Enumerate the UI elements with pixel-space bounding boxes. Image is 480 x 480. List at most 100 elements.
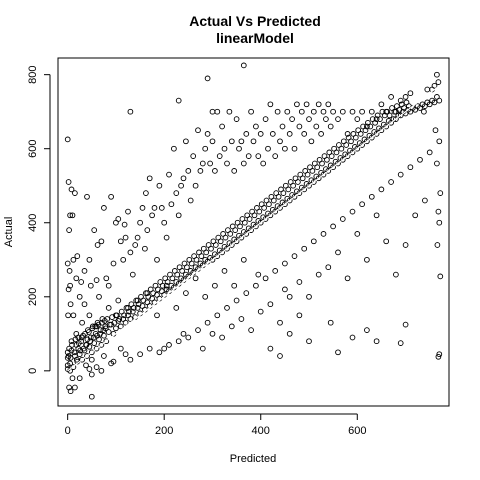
data-point: [231, 282, 238, 289]
data-point: [168, 201, 175, 208]
data-point: [364, 327, 370, 333]
data-point: [101, 353, 107, 359]
data-point: [241, 219, 248, 226]
data-point: [432, 127, 439, 134]
data-point: [289, 116, 295, 122]
data-point: [344, 275, 351, 282]
data-point: [183, 138, 189, 145]
data-point: [286, 330, 293, 337]
data-point: [110, 358, 117, 365]
data-point: [248, 227, 254, 233]
data-point: [291, 145, 298, 152]
data-point: [212, 168, 218, 174]
data-point: [343, 142, 350, 148]
data-point: [146, 175, 153, 182]
data-point: [328, 153, 335, 159]
data-point: [402, 242, 409, 248]
data-point: [70, 256, 77, 263]
data-point: [199, 160, 206, 167]
data-point: [69, 342, 75, 348]
data-point: [122, 319, 129, 326]
data-point: [306, 182, 312, 189]
data-point: [151, 205, 158, 211]
data-point: [348, 138, 354, 145]
data-point: [261, 205, 267, 211]
data-point: [299, 175, 306, 182]
data-point: [330, 164, 336, 171]
data-point: [266, 201, 272, 208]
data-point: [216, 153, 223, 159]
data-point: [227, 231, 234, 237]
data-point: [67, 212, 73, 219]
data-point: [436, 351, 443, 358]
x-axis-label: Predicted: [230, 453, 276, 465]
data-point: [368, 134, 375, 141]
data-point: [185, 168, 192, 174]
data-point: [208, 245, 214, 252]
data-point: [84, 336, 91, 343]
data-point: [171, 145, 177, 152]
data-point: [88, 356, 95, 363]
data-point: [209, 138, 216, 145]
data-point: [257, 131, 264, 137]
data-point: [286, 197, 293, 204]
data-point: [298, 108, 305, 115]
data-point: [306, 293, 312, 300]
data-point: [190, 153, 197, 159]
data-point: [111, 319, 118, 326]
data-point: [325, 264, 332, 271]
data-point: [66, 345, 72, 352]
data-point: [296, 190, 303, 196]
data-point: [424, 86, 431, 93]
data-point: [310, 179, 317, 185]
data-point: [67, 388, 74, 395]
data-point: [262, 116, 269, 122]
fit-line: [67, 85, 440, 372]
data-point: [96, 293, 102, 300]
data-point: [272, 268, 279, 274]
data-point: [339, 216, 346, 222]
data-point: [333, 149, 340, 156]
data-point: [301, 186, 308, 193]
data-point: [397, 171, 404, 178]
data-point: [129, 308, 136, 315]
data-point: [378, 101, 385, 108]
fit-line-layer: [67, 85, 440, 372]
y-tick-label: 600: [27, 140, 39, 158]
data-point: [437, 190, 444, 196]
data-point: [67, 282, 73, 289]
data-point: [65, 286, 72, 293]
data-point: [84, 193, 90, 200]
data-point: [197, 168, 204, 174]
data-point: [253, 282, 259, 289]
data-point: [79, 319, 85, 326]
data-point: [349, 149, 356, 156]
data-point: [232, 227, 239, 233]
data-point: [327, 123, 334, 130]
data-point: [349, 108, 356, 115]
data-point: [88, 349, 95, 356]
data-point: [204, 75, 211, 82]
data-point: [435, 208, 442, 215]
data-point: [81, 268, 88, 274]
data-point: [417, 156, 423, 163]
data-point: [127, 249, 134, 256]
data-point: [330, 223, 336, 230]
data-point: [195, 127, 201, 134]
data-point: [301, 131, 308, 137]
data-point: [349, 208, 356, 215]
data-point: [214, 312, 221, 319]
data-point: [262, 275, 269, 282]
data-point: [192, 275, 199, 282]
data-point: [144, 227, 151, 233]
data-point: [115, 216, 122, 222]
x-tick-label: 600: [348, 425, 366, 437]
data-point: [324, 156, 330, 163]
data-point: [88, 371, 95, 378]
data-point: [78, 279, 85, 285]
data-point: [407, 164, 414, 171]
data-point: [103, 338, 110, 345]
data-point: [130, 305, 137, 311]
data-point: [135, 301, 142, 308]
